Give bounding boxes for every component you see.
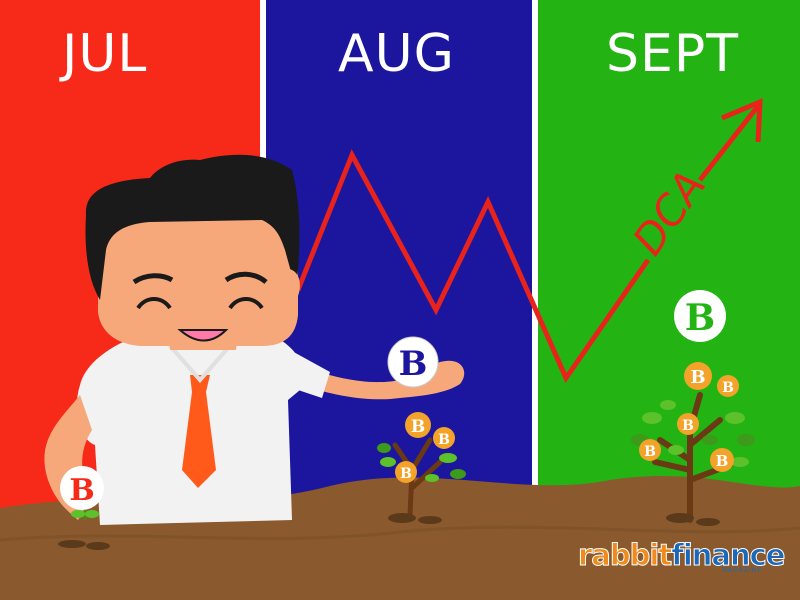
gold-coin: B [395, 461, 417, 483]
dca-arrow-line [698, 104, 760, 182]
seedling-jul: B [58, 466, 110, 550]
dca-arrow-head [721, 98, 763, 143]
person-brow-right [224, 271, 268, 285]
coin-symbol: B [682, 418, 694, 434]
gold-coin: B [433, 427, 455, 449]
gold-coin: B [677, 413, 699, 435]
coin-symbol: B [399, 344, 428, 384]
gold-coin: B [405, 412, 431, 438]
coin-symbol: B [690, 367, 705, 388]
month-label-aug: AUG [338, 24, 455, 84]
sept-coin: B [674, 290, 726, 342]
coin-symbol: B [644, 444, 656, 460]
gold-coin: B [639, 439, 661, 461]
coin-symbol: B [722, 380, 734, 396]
brand-finance: finance [671, 538, 786, 573]
person-sleeve [290, 350, 330, 398]
person-brow-left [132, 273, 174, 285]
person-collar [163, 338, 237, 384]
coin-symbol: B [411, 417, 425, 437]
coin-symbol: B [438, 432, 450, 448]
month-label-sept: SEPT [606, 24, 739, 84]
person-eye-right [228, 297, 264, 310]
person-hair [85, 154, 300, 300]
gold-coin: B [717, 375, 739, 397]
held-coin: B [387, 336, 439, 388]
person-face [98, 206, 298, 346]
coin-symbol: B [69, 473, 94, 508]
gold-coin: B [684, 362, 712, 390]
price-trend-line [295, 149, 651, 384]
coin-symbol: B [716, 452, 729, 470]
person-eye-left [136, 297, 172, 310]
person-tie [182, 375, 216, 488]
brand-subtitle: MAGAZINE [722, 567, 763, 574]
panel-divider [532, 0, 538, 600]
gold-coin: B [710, 448, 734, 472]
month-label-jul: JUL [62, 24, 148, 84]
coin-symbol: B [685, 297, 715, 339]
brand-logo: rabbitfinance [577, 538, 786, 573]
soil-highlight [0, 525, 800, 542]
person-mouth [177, 329, 229, 342]
person-ear [280, 268, 300, 308]
coin-symbol: B [400, 466, 412, 482]
brand-rabbit: rabbit [577, 538, 672, 573]
